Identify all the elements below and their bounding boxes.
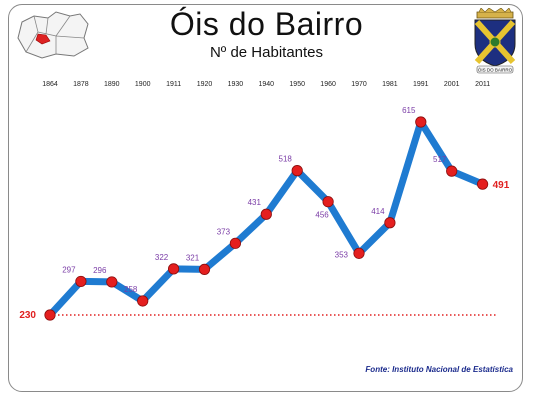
data-point bbox=[106, 276, 118, 288]
data-point bbox=[353, 247, 365, 259]
data-point bbox=[198, 263, 211, 275]
data-point bbox=[75, 275, 87, 288]
data-point bbox=[415, 116, 427, 128]
data-label: 373 bbox=[217, 227, 231, 236]
data-label: 517 bbox=[433, 155, 447, 164]
data-label: 322 bbox=[155, 253, 169, 262]
data-label: 353 bbox=[335, 250, 349, 259]
x-tick-label: 1900 bbox=[135, 81, 151, 88]
x-tick-label: 2001 bbox=[444, 81, 460, 88]
x-tick-label: 1920 bbox=[197, 81, 213, 88]
crest-caption: ÓIS DO BAIRRO bbox=[478, 67, 513, 73]
data-point bbox=[322, 196, 334, 208]
x-tick-label: 1864 bbox=[42, 81, 58, 88]
x-tick-label: 1960 bbox=[320, 81, 336, 88]
data-label: 258 bbox=[124, 285, 138, 294]
data-point bbox=[260, 208, 272, 220]
x-tick-label: 1930 bbox=[228, 81, 244, 88]
coat-of-arms-icon: ÓIS DO BAIRRO bbox=[474, 8, 516, 74]
x-tick-label: 1911 bbox=[166, 81, 181, 88]
data-point bbox=[446, 165, 458, 177]
x-tick-label: 1940 bbox=[259, 81, 275, 88]
data-label: 297 bbox=[62, 265, 76, 274]
data-point bbox=[291, 165, 303, 177]
data-point bbox=[44, 309, 56, 321]
chart-frame bbox=[8, 4, 523, 392]
x-tick-label: 1878 bbox=[73, 81, 89, 88]
data-label: 321 bbox=[186, 253, 200, 262]
data-labels: 230 297 296 258 322 321 373 431 518 456 353 414 615 5… bbox=[19, 106, 509, 321]
x-axis-tick-labels: 1864 1878 1890 1900 1911 1920 1930 1940 1950 1960… bbox=[42, 81, 490, 88]
data-point bbox=[137, 295, 149, 307]
data-point bbox=[384, 217, 396, 229]
x-tick-label: 1950 bbox=[289, 81, 305, 88]
data-label: 518 bbox=[279, 155, 293, 164]
data-label: 431 bbox=[248, 198, 262, 207]
data-point bbox=[229, 237, 241, 249]
x-tick-label: 1991 bbox=[413, 81, 429, 88]
data-label: 491 bbox=[493, 180, 510, 191]
source-note: Fonte: Instituto Nacional de Estatística bbox=[365, 365, 513, 374]
data-point bbox=[168, 263, 180, 275]
data-label: 296 bbox=[93, 266, 107, 275]
chart-subtitle: Nº de Habitantes bbox=[209, 44, 324, 61]
x-tick-label: 1970 bbox=[351, 81, 367, 88]
data-label: 615 bbox=[402, 106, 416, 115]
data-point bbox=[476, 178, 489, 190]
data-label: 230 bbox=[19, 310, 36, 321]
data-label: 456 bbox=[315, 211, 329, 220]
region-map-icon bbox=[17, 11, 89, 59]
x-tick-label: 1981 bbox=[382, 81, 398, 88]
x-tick-label: 1890 bbox=[104, 81, 120, 88]
chart-title: Óis do Bairro bbox=[169, 6, 364, 42]
data-label: 414 bbox=[371, 207, 385, 216]
x-tick-label: 2011 bbox=[475, 81, 490, 88]
data-markers bbox=[44, 116, 489, 321]
